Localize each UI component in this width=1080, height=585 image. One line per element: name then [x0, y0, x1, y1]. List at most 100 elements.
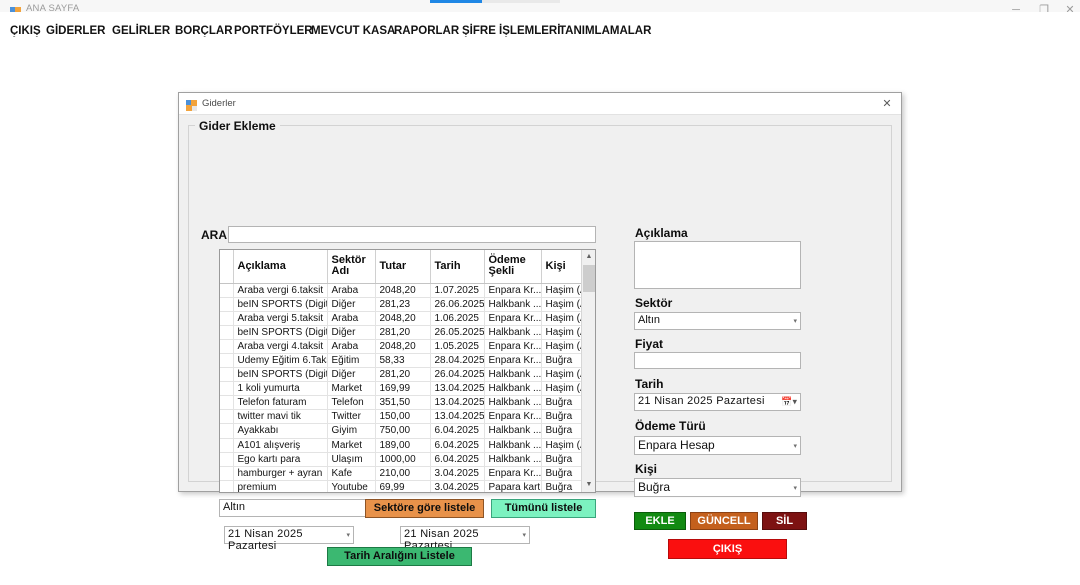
table-row[interactable]: A101 alışveriş Market 189,00 6.04.2025 Halkb… [220, 438, 582, 453]
column-header-per[interactable]: Kişi [541, 250, 582, 284]
fiyat-input[interactable] [634, 352, 801, 369]
cell-date: 13.04.2025 [430, 409, 485, 425]
cell-sect: Araba [327, 339, 376, 354]
menu-item-2[interactable]: GELİRLER [112, 25, 171, 37]
cell-date: 1.05.2025 [430, 339, 485, 354]
dialog-close-icon[interactable]: ✕ [882, 98, 892, 110]
ekle-button[interactable]: EKLE [634, 512, 686, 530]
cell-desc: beIN SPORTS (Digitü... [233, 367, 328, 383]
table-row[interactable]: Ego kartı para Ulaşım 1000,00 6.04.2025 Halk… [220, 452, 582, 467]
list-date-range-button[interactable]: Tarih Aralığını Listele [327, 547, 472, 566]
cell-sel [220, 438, 234, 453]
search-input[interactable] [228, 226, 596, 243]
cell-sect: Twitter [327, 409, 376, 425]
cell-pay: Enpara Kr... [484, 339, 542, 354]
column-header-amt[interactable]: Tutar [375, 250, 431, 284]
maximize-icon[interactable]: ❐ [1039, 4, 1049, 16]
menu-item-7[interactable]: ŞİFRE İŞLEMLERİ [462, 25, 561, 37]
cell-desc: A101 alışveriş [233, 438, 328, 453]
cell-per: Buğra [541, 423, 582, 439]
table-row[interactable]: beIN SPORTS (Digitü...Diğer281,2026.05.2… [220, 325, 582, 340]
scrollbar-thumb[interactable] [583, 265, 595, 292]
table-row[interactable]: beIN SPORTS (Digitü...Diğer281,2326.06.2… [220, 297, 582, 312]
table-row[interactable]: premium Youtube 69,99 3.04.2025 Papara kart B… [220, 480, 582, 492]
giderler-window: Giderler ✕ Gider Ekleme ARA Açıklama Sekt… [178, 92, 902, 566]
menu-item-5[interactable]: MEVCUT KASA [311, 25, 396, 37]
kisi-dropdown[interactable]: Buğra ▾ [634, 478, 801, 497]
table-row[interactable]: hamburger + ayran Kafe 210,00 3.04.2025 Enpa… [220, 466, 582, 481]
sil-button[interactable]: SİL [762, 512, 807, 530]
cell-sel [220, 311, 234, 326]
date-to-picker[interactable]: 21 Nisan 2025 Pazartesi ▾ [400, 526, 530, 552]
search-label: ARA [201, 228, 227, 242]
cell-date: 26.06.2025 [430, 297, 485, 312]
cell-sect: Youtube [327, 480, 376, 492]
cell-per: Buğra [541, 409, 582, 425]
scroll-down-icon[interactable]: ▼ [582, 478, 595, 492]
column-header-pay[interactable]: Ödeme Şekli [484, 250, 542, 284]
table: Açıklama Sektör Adı Tutar Tarih Ödeme Şekli K… [220, 250, 582, 492]
menu-divider [0, 35, 1080, 36]
cikis-button[interactable]: ÇIKIŞ [668, 539, 787, 559]
menu-item-8[interactable]: TANIMLAMALAR [559, 25, 652, 37]
column-header-sect[interactable]: Sektör Adı [327, 250, 376, 284]
cell-sect: Kafe [327, 466, 376, 481]
cell-date: 6.04.2025 [430, 452, 485, 467]
table-row[interactable]: Telefon faturam Telefon 351,50 13.04.2025 Ha… [220, 395, 582, 411]
tab-title: ANA SAYFA [26, 3, 80, 14]
cell-pay: Halkbank ... [484, 297, 542, 312]
cell-date: 1.06.2025 [430, 311, 485, 326]
cell-sel [220, 381, 234, 397]
cell-date: 26.05.2025 [430, 325, 485, 340]
cell-desc: premium [233, 480, 328, 492]
cell-sect: Diğer [327, 367, 376, 383]
column-header-desc[interactable]: Açıklama [233, 250, 328, 284]
menu-item-0[interactable]: ÇIKIŞ [10, 25, 41, 37]
table-row[interactable]: Udemy Eğitim 6.Taks...Eğitim58,3328.04.2… [220, 353, 582, 369]
window-app-icon [186, 98, 197, 111]
kisi-value: Buğra [638, 480, 671, 494]
cell-per: Haşim (Ail... [541, 438, 582, 453]
sektor-dropdown[interactable]: Altın ▾ [634, 312, 801, 330]
close-icon[interactable]: ✕ [1065, 4, 1075, 16]
table-row[interactable]: Araba vergi 6.taksit Araba 2048,20 1.07.202… [220, 283, 582, 298]
table-row[interactable]: 1 koli yumurta Market 169,99 13.04.2025 Halk… [220, 381, 582, 397]
loading-progress-fill [430, 0, 482, 3]
cell-sect: Telefon [327, 395, 376, 411]
calendar-icon[interactable]: 📅▾ [781, 396, 797, 407]
column-header-date[interactable]: Tarih [430, 250, 485, 284]
date-from-picker[interactable]: 21 Nisan 2025 Pazartesi ▾ [224, 526, 354, 552]
list-by-sector-button[interactable]: Sektöre göre listele [365, 499, 484, 518]
table-row[interactable]: beIN SPORTS (Digitü...Diğer281,2026.04.2… [220, 367, 582, 383]
guncelle-button[interactable]: GÜNCELL [690, 512, 758, 530]
menu-item-3[interactable]: BORÇLAR [175, 25, 233, 37]
table-row[interactable]: twitter mavi tik Twitter 150,00 13.04.2025 E… [220, 409, 582, 425]
odeme-turu-dropdown[interactable]: Enpara Hesap ▾ [634, 436, 801, 455]
sector-filter-dropdown[interactable]: Altın ▾ [219, 499, 379, 517]
menu-item-6[interactable]: RAPORLAR [394, 25, 460, 37]
cell-amt: 2048,20 [375, 283, 431, 298]
list-all-button[interactable]: Tümünü listele [491, 499, 596, 518]
menu-item-1[interactable]: GİDERLER [46, 25, 106, 37]
cell-pay: Enpara Kr... [484, 353, 542, 369]
cell-date: 3.04.2025 [430, 466, 485, 481]
cell-sel [220, 423, 234, 439]
menu-item-4[interactable]: PORTFÖYLER [234, 25, 313, 37]
cell-desc: Araba vergi 6.taksit [233, 283, 328, 298]
aciklama-textarea[interactable] [634, 241, 801, 289]
cell-per: Haşim (Ail... [541, 325, 582, 340]
tarih-date-picker[interactable]: 21 Nisan 2025 Pazartesi 📅▾ [634, 393, 801, 411]
minimize-icon[interactable]: ─ [1012, 4, 1020, 16]
cell-amt: 281,20 [375, 325, 431, 340]
dialog-title-bar[interactable]: Giderler ✕ [179, 93, 901, 115]
table-row[interactable]: Araba vergi 5.taksit Araba 2048,20 1.06.202… [220, 311, 582, 326]
table-vertical-scrollbar[interactable]: ▲ ▼ [581, 250, 595, 492]
cell-sel [220, 409, 234, 425]
table-row[interactable]: Ayakkabı Giyim 750,00 6.04.2025 Halkbank ...… [220, 423, 582, 439]
table-row[interactable]: Araba vergi 4.taksit Araba 2048,20 1.05.202… [220, 339, 582, 354]
cell-amt: 69,99 [375, 480, 431, 492]
cell-pay: Enpara Kr... [484, 283, 542, 298]
column-header-sel[interactable] [220, 250, 234, 284]
scroll-up-icon[interactable]: ▲ [582, 250, 595, 264]
giderler-table[interactable]: Açıklama Sektör Adı Tutar Tarih Ödeme Şekli K… [219, 249, 596, 493]
